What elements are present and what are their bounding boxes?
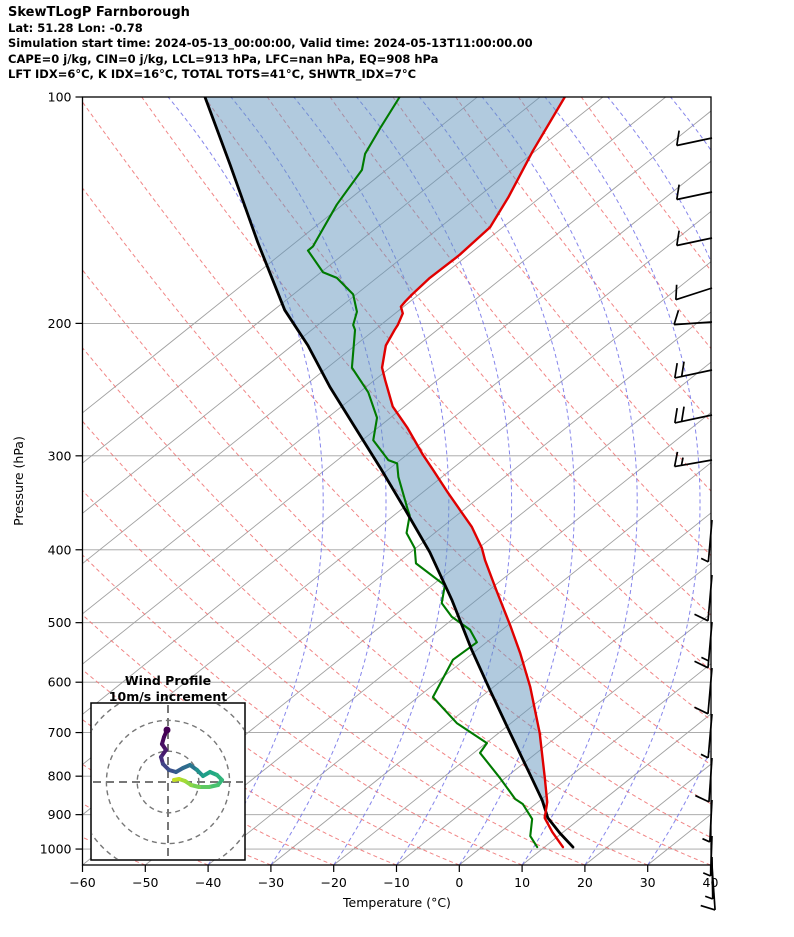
parcel_path-line bbox=[203, 97, 575, 849]
svg-text:200: 200 bbox=[48, 316, 72, 331]
cape-shaded-area bbox=[204, 97, 565, 818]
svg-text:300: 300 bbox=[48, 448, 72, 463]
cape-line: CAPE=0 j/kg, CIN=0 j/kg, LCL=913 hPa, LF… bbox=[8, 51, 439, 66]
wind-barb bbox=[694, 574, 713, 622]
hodograph-subtitle: 10m/s increment bbox=[109, 689, 227, 704]
svg-text:20: 20 bbox=[577, 875, 593, 890]
sounding-profiles bbox=[203, 97, 575, 849]
wind-barb bbox=[673, 451, 713, 468]
indices-line: LFT IDX=6°C, K IDX=16°C, TOTAL TOTS=41°C… bbox=[8, 67, 417, 82]
wind-barb bbox=[694, 757, 713, 803]
svg-text:−60: −60 bbox=[69, 875, 95, 890]
time-line: Simulation start time: 2024-05-13_00:00:… bbox=[8, 36, 533, 51]
svg-text:400: 400 bbox=[48, 542, 72, 557]
wind-barbs bbox=[673, 130, 716, 911]
axes-frame: −60 −50 −40 −30 −20 −10 0 10 20 30 40 100 200 300 400 5… bbox=[40, 90, 719, 891]
svg-text:800: 800 bbox=[48, 769, 72, 784]
temperature-line bbox=[380, 97, 567, 849]
svg-text:30: 30 bbox=[640, 875, 656, 890]
header-stats: SkewTLogP Farnborough Lat: 51.28 Lon: -0… bbox=[8, 5, 533, 83]
svg-text:700: 700 bbox=[48, 725, 72, 740]
wind-barb bbox=[673, 361, 713, 379]
svg-text:500: 500 bbox=[48, 615, 72, 630]
wind-barb bbox=[675, 230, 713, 247]
svg-text:10: 10 bbox=[514, 875, 530, 890]
wind-barb bbox=[675, 130, 713, 147]
wind-barb bbox=[675, 184, 713, 201]
wind-barb bbox=[673, 406, 713, 424]
latlon-line: Lat: 51.28 Lon: -0.78 bbox=[8, 20, 143, 35]
x-axis-label: Temperature (°C) bbox=[342, 895, 451, 910]
wind-barb bbox=[702, 835, 713, 877]
svg-text:−30: −30 bbox=[258, 875, 284, 890]
svg-text:0: 0 bbox=[455, 875, 463, 890]
svg-text:1000: 1000 bbox=[40, 842, 72, 857]
svg-text:600: 600 bbox=[48, 675, 72, 690]
wind-barb bbox=[700, 519, 713, 563]
y-axis-label: Pressure (hPa) bbox=[11, 436, 26, 526]
wind-barb bbox=[673, 310, 713, 326]
svg-text:−40: −40 bbox=[195, 875, 221, 890]
wind-barb bbox=[700, 713, 713, 759]
svg-text:40: 40 bbox=[703, 875, 719, 890]
wind-barb bbox=[694, 667, 713, 715]
wind-barb bbox=[702, 799, 713, 843]
svg-text:−20: −20 bbox=[321, 875, 347, 890]
wind-barb bbox=[694, 621, 713, 669]
page-title: SkewTLogP Farnborough bbox=[8, 5, 190, 20]
svg-text:100: 100 bbox=[48, 90, 72, 105]
svg-text:−50: −50 bbox=[132, 875, 158, 890]
hodograph-inset bbox=[90, 702, 246, 861]
wind-barb bbox=[675, 284, 713, 301]
wind-barb bbox=[700, 865, 716, 911]
svg-text:900: 900 bbox=[48, 807, 72, 822]
dewpoint-line bbox=[306, 97, 539, 849]
svg-text:−10: −10 bbox=[383, 875, 409, 890]
hodograph-title: Wind Profile bbox=[125, 673, 211, 688]
